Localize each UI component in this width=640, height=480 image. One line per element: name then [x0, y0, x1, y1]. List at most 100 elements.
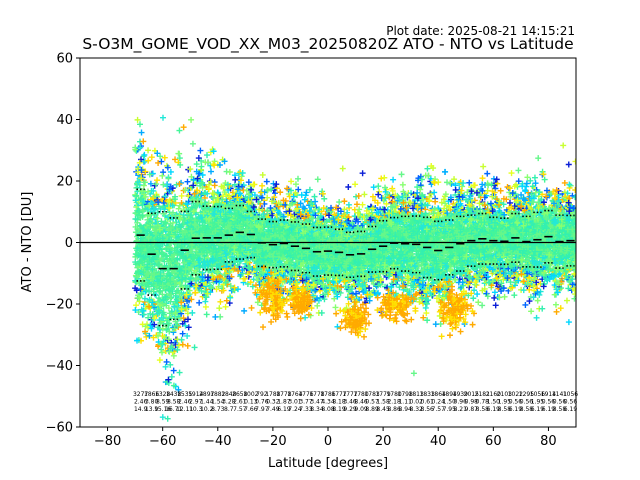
scatter-point — [166, 328, 173, 335]
scatter-point — [171, 303, 178, 310]
scatter-point — [148, 302, 155, 309]
scatter-point — [148, 154, 155, 161]
scatter-point — [158, 340, 165, 347]
scatter-point — [134, 273, 141, 280]
scatter-point — [151, 261, 158, 268]
scatter-point — [222, 303, 229, 310]
scatter-point — [162, 193, 169, 200]
scatter-point — [168, 373, 175, 380]
scatter-point — [196, 299, 203, 306]
scatter-point — [170, 352, 177, 359]
scatter-point — [145, 157, 152, 164]
scatter-point — [176, 127, 183, 134]
scatter-point — [150, 187, 157, 194]
scatter-point — [134, 179, 141, 186]
scatter-point — [155, 332, 162, 339]
scatter-point — [165, 376, 172, 383]
scatter-point — [150, 281, 157, 288]
scatter-point — [157, 319, 164, 326]
scatter-point — [148, 256, 155, 263]
scatter-point — [160, 169, 167, 176]
scatter-point — [333, 310, 340, 317]
scatter-point — [170, 209, 176, 216]
scatter-point — [182, 282, 189, 289]
scatter-point — [257, 189, 264, 196]
scatter-point — [160, 251, 167, 258]
scatter-point — [352, 181, 359, 188]
scatter-point — [144, 281, 151, 288]
scatter-point — [179, 341, 186, 348]
scatter-point — [339, 165, 346, 172]
scatter-point — [178, 192, 185, 199]
scatter-point — [159, 325, 166, 332]
scatter-point — [155, 199, 162, 206]
scatter-point — [160, 315, 167, 322]
scatter-point — [311, 193, 318, 200]
scatter-point — [259, 171, 266, 178]
scatter-point — [203, 311, 210, 318]
scatter-point — [162, 219, 169, 226]
scatter-point — [143, 287, 150, 294]
scatter-point — [138, 167, 145, 174]
scatter-point — [177, 161, 184, 168]
scatter-point — [138, 188, 145, 195]
scatter-point — [172, 231, 179, 238]
scatter-point — [176, 155, 183, 162]
scatter-point — [174, 346, 181, 353]
scatter-point — [188, 116, 195, 123]
scatter-point — [166, 248, 173, 255]
scatter-point — [154, 177, 161, 184]
scatter-point — [172, 318, 179, 325]
scatter-point — [159, 235, 166, 242]
scatter-point — [164, 415, 171, 422]
scatter-point — [168, 291, 175, 298]
scatter-point — [179, 284, 186, 291]
scatter-point — [146, 235, 153, 242]
scatter-point — [345, 201, 352, 208]
scatter-point — [142, 328, 149, 335]
scatter-point — [318, 309, 325, 316]
scatter-point — [295, 175, 302, 182]
scatter-point — [166, 205, 173, 212]
scatter-point — [232, 176, 239, 183]
scatter-point — [156, 261, 163, 268]
scatter-point — [156, 288, 163, 295]
scatter-point — [140, 138, 147, 145]
scatter-point — [175, 342, 182, 349]
scatter-point — [132, 210, 139, 217]
scatter-point — [154, 215, 161, 222]
scatter-point — [277, 189, 284, 196]
scatter-point — [137, 252, 144, 259]
scatter-point — [197, 147, 204, 154]
scatter-point — [154, 209, 161, 216]
scatter-point — [144, 264, 151, 271]
scatter-point — [273, 181, 280, 188]
scatter-point — [288, 178, 295, 185]
scatter-point — [150, 195, 157, 202]
scatter-point — [161, 206, 168, 213]
scatter-point — [145, 147, 152, 154]
scatter-point — [167, 278, 174, 285]
scatter-point — [146, 296, 153, 303]
scatter-point — [165, 198, 172, 205]
scatter-point — [172, 156, 179, 163]
scatter-point — [164, 164, 171, 171]
scatter-point — [168, 277, 175, 284]
scatter-point — [156, 357, 163, 364]
scatter-point — [189, 140, 196, 147]
scatter-point — [144, 321, 151, 328]
scatter-point — [159, 291, 166, 298]
scatter-point — [145, 314, 152, 321]
scatter-point — [140, 311, 147, 318]
scatter-point — [132, 307, 139, 314]
scatter-point — [143, 333, 150, 340]
scatter-point — [137, 235, 144, 242]
scatter-point — [156, 246, 163, 253]
scatter-point — [139, 259, 146, 266]
scatter-point — [140, 269, 147, 276]
scatter-point — [174, 322, 181, 329]
scatter-point — [183, 291, 190, 298]
scatter-point — [163, 358, 170, 365]
scatter-point — [259, 182, 266, 189]
scatter-point — [159, 414, 166, 421]
